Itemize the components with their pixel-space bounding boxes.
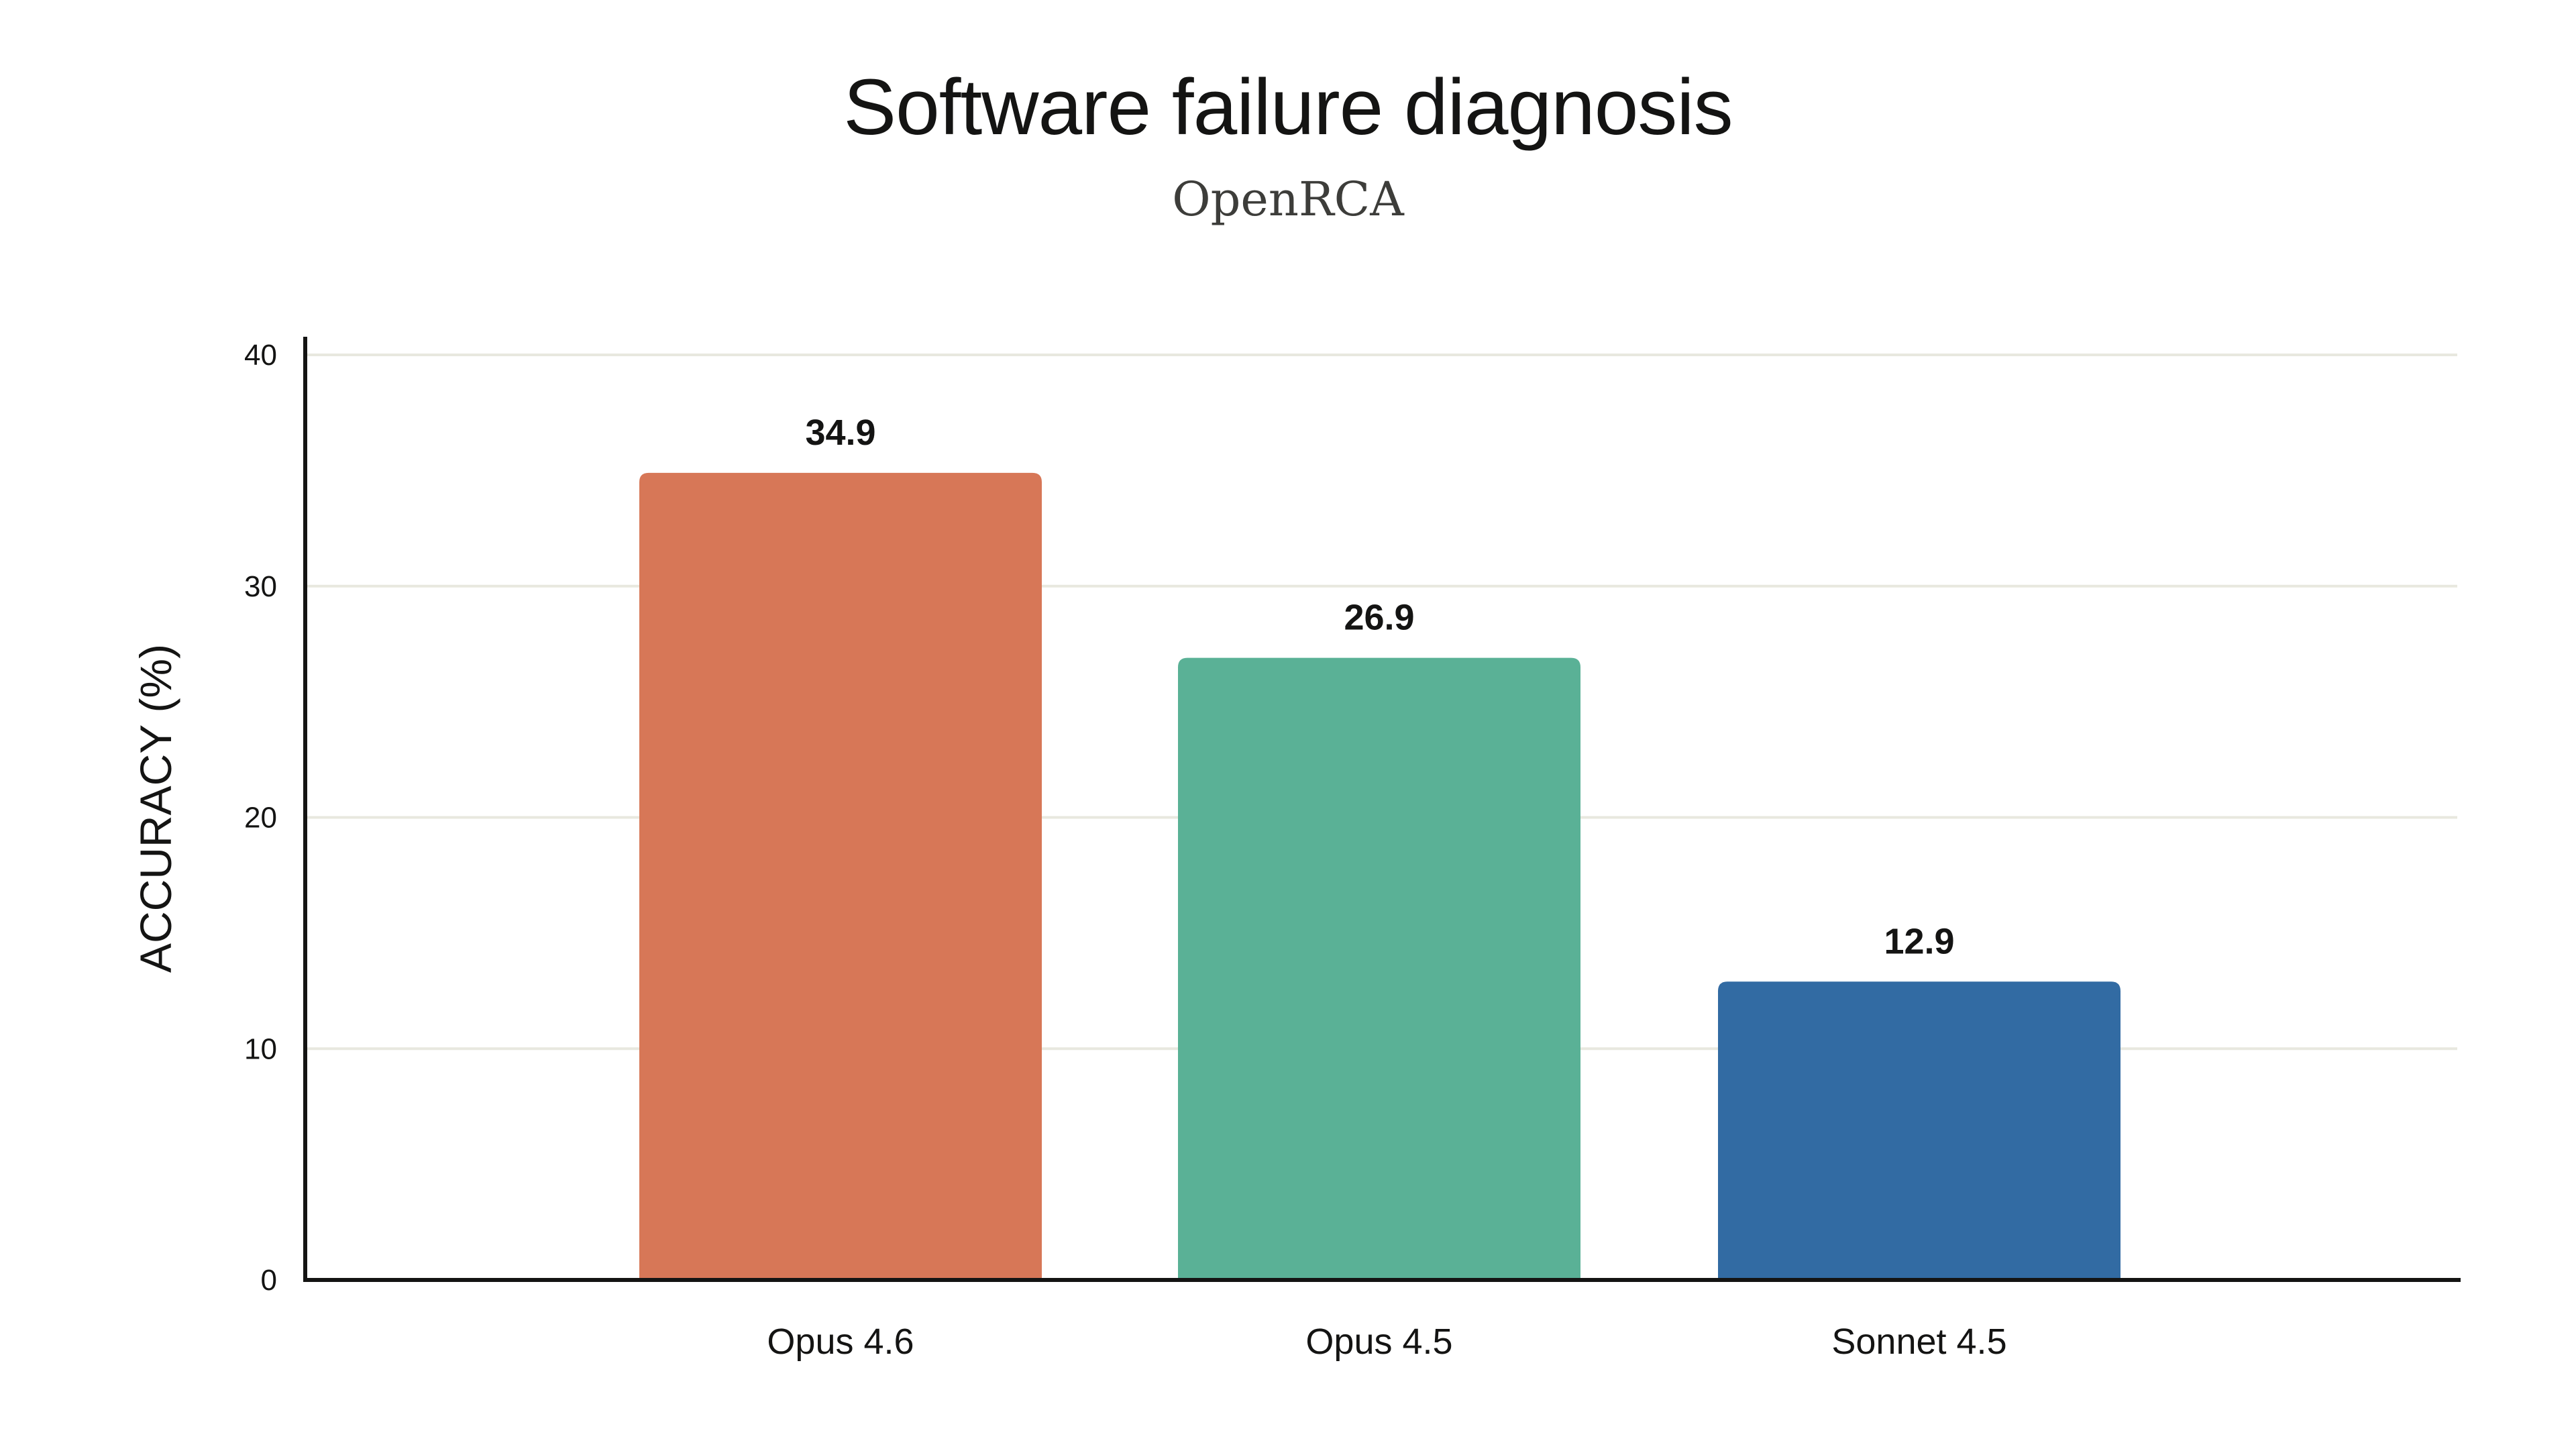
labels: 0 10 20 30 40 34.9 Opus 4.6 26.9 Opus 4.5 12.9 Son…: [244, 339, 2007, 1362]
y-tick-label: 40: [244, 339, 277, 372]
y-tick-label: 0: [261, 1264, 277, 1297]
y-tick-label: 30: [244, 570, 277, 603]
chart-subtitle: OpenRCA: [1172, 172, 1404, 227]
bar-opus-4-5: [1178, 657, 1580, 1280]
y-axis-label: ACCURACY (%): [131, 644, 180, 973]
data-label: 26.9: [1344, 598, 1414, 638]
x-tick-label: Opus 4.5: [1305, 1322, 1452, 1362]
data-label: 34.9: [805, 413, 875, 453]
x-tick-label: Opus 4.6: [767, 1322, 914, 1362]
x-tick-label: Sonnet 4.5: [1831, 1322, 2006, 1362]
bars: [639, 472, 2121, 1280]
data-label: 12.9: [1884, 921, 1954, 961]
axes: [303, 337, 2461, 1282]
bar-sonnet-4-5: [1718, 981, 2121, 1280]
bar-opus-4-6: [639, 472, 1042, 1280]
y-tick-label: 20: [244, 802, 277, 835]
y-tick-label: 10: [244, 1032, 277, 1065]
chart-title: Software failure diagnosis: [843, 63, 1733, 152]
